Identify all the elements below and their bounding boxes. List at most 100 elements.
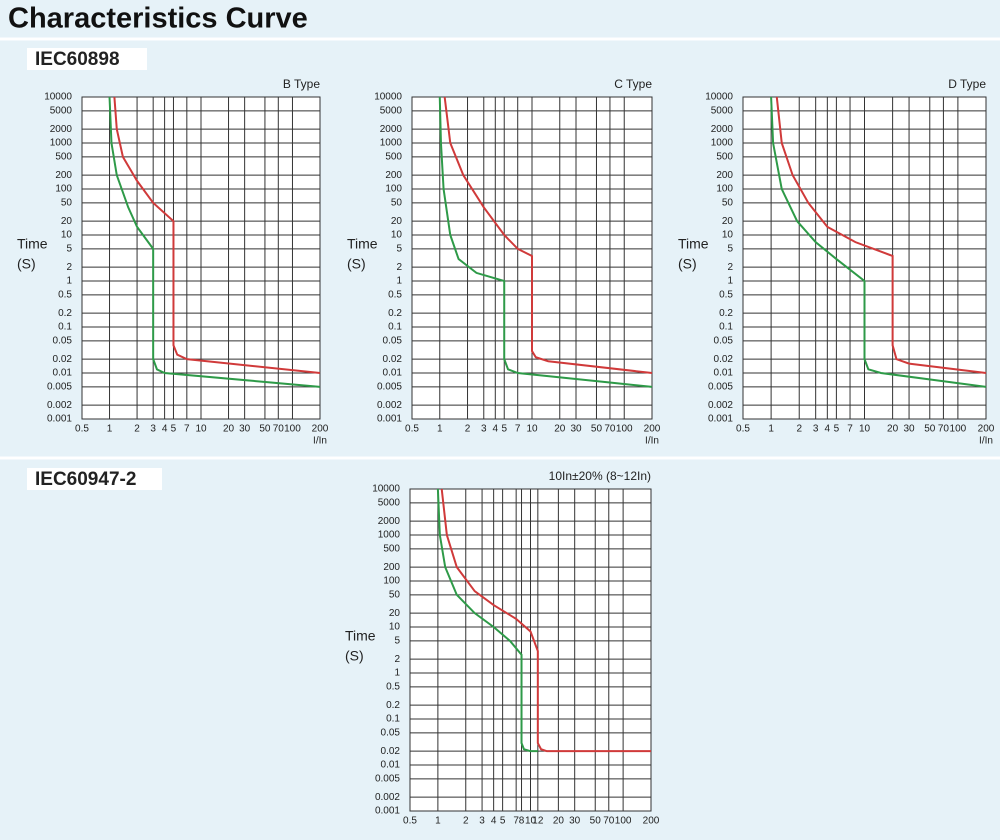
- x-tick-label: 8: [519, 816, 525, 827]
- y-tick-label: 10: [722, 230, 734, 241]
- page-title: Characteristics Curve: [8, 3, 308, 35]
- y-tick-label: 0.5: [388, 289, 402, 300]
- y-tick-label: 0.001: [375, 806, 400, 817]
- x-tick-label: 30: [239, 424, 251, 435]
- y-tick-label: 100: [716, 184, 733, 195]
- x-tick-label: 12: [532, 816, 544, 827]
- y-tick-label: 1000: [380, 138, 403, 149]
- x-tick-label: 30: [903, 424, 915, 435]
- y-tick-label: 5000: [378, 497, 401, 508]
- y-tick-label: 0.1: [719, 322, 733, 333]
- curve: [436, 488, 538, 753]
- y-tick-label: 50: [61, 197, 73, 208]
- x-tick-label: 7: [184, 424, 190, 435]
- y-tick-label: 0.05: [383, 335, 403, 346]
- y-tick-label: 1: [396, 276, 402, 287]
- x-tick-label: 1: [435, 816, 441, 827]
- y-tick-label: 0.02: [383, 354, 403, 365]
- y-tick-label: 10000: [705, 92, 733, 103]
- x-tick-label: 4: [162, 424, 168, 435]
- y-tick-label: 100: [385, 184, 402, 195]
- x-tick-label: 5: [501, 424, 507, 435]
- chart-title: B Type: [283, 77, 320, 91]
- x-tick-label: 10: [195, 424, 207, 435]
- x-tick-label: 100: [950, 424, 967, 435]
- x-axis-label: I/In: [979, 436, 993, 447]
- x-tick-label: 0.5: [736, 424, 750, 435]
- y-tick-label: 500: [716, 151, 733, 162]
- y-tick-label: 0.05: [53, 335, 73, 346]
- x-tick-label: 4: [491, 816, 497, 827]
- y-tick-label: 2000: [380, 124, 403, 135]
- x-tick-label: 4: [825, 424, 831, 435]
- y-tick-label: 1: [394, 668, 400, 679]
- section-box: [27, 48, 147, 70]
- y-tick-label: 1: [66, 276, 72, 287]
- x-tick-label: 1: [768, 424, 774, 435]
- y-tick-label: 0.1: [58, 322, 72, 333]
- y-tick-label: 5: [394, 635, 400, 646]
- y-tick-label: 50: [722, 197, 734, 208]
- x-tick-label: 3: [813, 424, 819, 435]
- y-tick-label: 0.001: [377, 414, 402, 425]
- y-tick-label: 500: [55, 151, 72, 162]
- y-tick-label: 0.05: [381, 727, 401, 738]
- y-tick-label: 0.2: [719, 308, 733, 319]
- y-axis-label: (S): [347, 256, 366, 272]
- y-tick-label: 0.005: [47, 381, 72, 392]
- y-tick-label: 5: [727, 243, 733, 254]
- x-tick-label: 0.5: [405, 424, 419, 435]
- y-tick-label: 200: [385, 170, 402, 181]
- x-tick-label: 200: [644, 424, 661, 435]
- curve: [113, 96, 321, 374]
- section-box: [27, 468, 162, 490]
- x-tick-label: 2: [796, 424, 802, 435]
- y-tick-label: 200: [383, 562, 400, 573]
- y-tick-label: 0.001: [47, 414, 72, 425]
- x-tick-label: 70: [604, 424, 616, 435]
- x-tick-label: 50: [591, 424, 603, 435]
- y-axis-label: Time: [345, 628, 376, 644]
- x-tick-label: 10: [525, 816, 537, 827]
- x-tick-label: 2: [465, 424, 471, 435]
- x-tick-label: 7: [515, 424, 521, 435]
- y-tick-label: 0.02: [53, 354, 73, 365]
- y-tick-label: 2: [66, 262, 72, 273]
- y-tick-label: 0.005: [375, 773, 400, 784]
- y-tick-label: 2000: [50, 124, 73, 135]
- y-tick-label: 0.01: [714, 368, 734, 379]
- y-tick-label: 200: [716, 170, 733, 181]
- y-tick-label: 10000: [372, 484, 400, 495]
- y-axis-label: Time: [678, 236, 709, 252]
- y-tick-label: 0.005: [708, 381, 733, 392]
- y-tick-label: 0.5: [386, 681, 400, 692]
- y-tick-label: 5000: [711, 105, 734, 116]
- x-tick-label: 30: [569, 816, 581, 827]
- x-tick-label: 0.5: [75, 424, 89, 435]
- y-tick-label: 0.05: [714, 335, 734, 346]
- y-tick-label: 0.1: [386, 714, 400, 725]
- x-tick-label: 70: [603, 816, 615, 827]
- y-tick-label: 0.002: [375, 792, 400, 803]
- header-bar: [0, 0, 1000, 38]
- x-tick-label: 2: [463, 816, 469, 827]
- y-tick-label: 50: [391, 197, 403, 208]
- x-tick-label: 20: [887, 424, 899, 435]
- section-label: IEC60898: [35, 49, 120, 70]
- y-tick-label: 1: [727, 276, 733, 287]
- x-tick-label: 5: [171, 424, 177, 435]
- x-tick-label: 200: [978, 424, 995, 435]
- y-tick-label: 10: [389, 622, 401, 633]
- y-tick-label: 10: [61, 230, 73, 241]
- y-tick-label: 20: [722, 216, 734, 227]
- y-tick-label: 500: [385, 151, 402, 162]
- y-tick-label: 5000: [380, 105, 403, 116]
- x-tick-label: 100: [616, 424, 633, 435]
- x-tick-label: 1: [107, 424, 113, 435]
- x-tick-label: 10: [859, 424, 871, 435]
- y-tick-label: 0.02: [714, 354, 734, 365]
- y-tick-label: 1000: [378, 530, 401, 541]
- y-tick-label: 100: [55, 184, 72, 195]
